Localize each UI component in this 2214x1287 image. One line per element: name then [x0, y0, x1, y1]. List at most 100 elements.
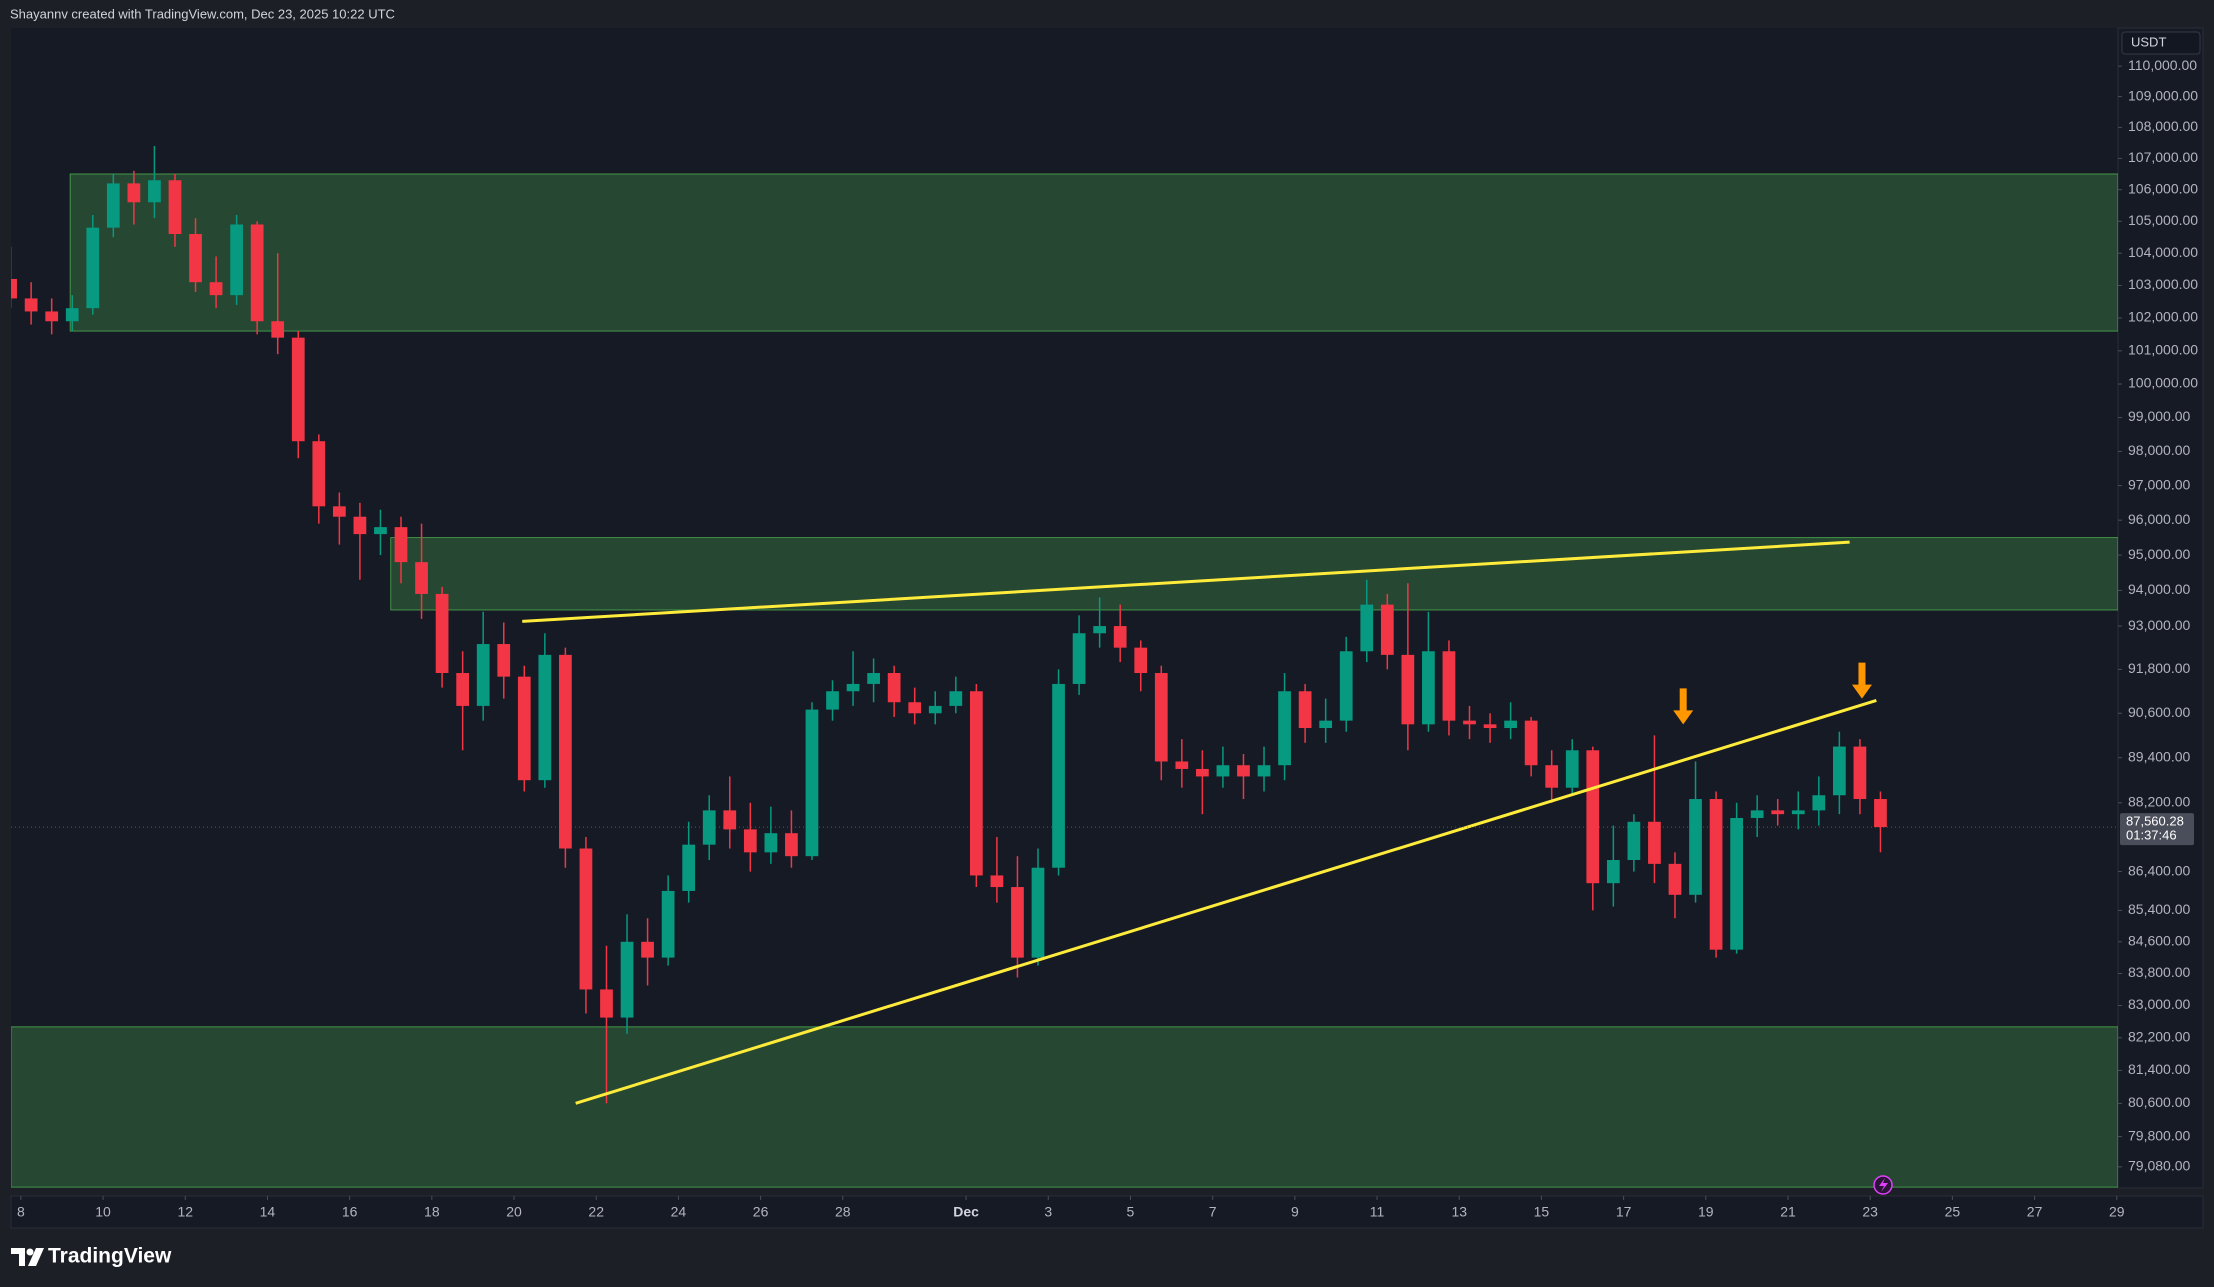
candle-body: [846, 683, 860, 692]
candle-body: [1401, 654, 1415, 725]
candle-body: [1237, 765, 1250, 777]
x-tick-label: 26: [753, 1204, 769, 1220]
y-tick-label: 81,400.00: [2128, 1061, 2190, 1077]
countdown-label: 01:37:46: [2126, 828, 2177, 843]
candle-body: [743, 829, 757, 853]
candle-body: [353, 516, 367, 535]
candle-body: [1689, 799, 1702, 895]
zones: [11, 173, 2118, 1188]
y-tick-label: 91,800.00: [2128, 660, 2190, 676]
candle-body: [805, 709, 819, 857]
alert-bolt: [1879, 1178, 1888, 1192]
candle-body: [189, 234, 202, 283]
x-tick-label: 10: [95, 1204, 111, 1220]
currency-box: [2121, 31, 2201, 55]
candle-body: [559, 654, 572, 849]
arrow: [1673, 688, 1694, 725]
candle-body: [209, 282, 223, 296]
logo-part: [28, 1248, 44, 1266]
candle-body: [1380, 604, 1394, 655]
y-tick-label: 103,000.00: [2128, 276, 2198, 292]
candle-body: [1791, 810, 1805, 815]
last-price-box: [2120, 813, 2194, 846]
candle-body: [1442, 651, 1456, 721]
y-tick-label: 107,000.00: [2128, 149, 2198, 165]
axes: 110,000.00 109,000.00 108,000.00 107,000.00…: [11, 57, 2198, 1220]
candle-body: [415, 562, 428, 594]
x-tick-label: 21: [1780, 1204, 1796, 1220]
y-tick-label: 83,800.00: [2128, 964, 2190, 980]
candle-body: [661, 890, 675, 958]
candle-body: [1011, 887, 1024, 958]
candle-body: [394, 527, 408, 563]
candle-body: [1750, 810, 1764, 818]
logo-part: [11, 1248, 25, 1266]
y-tick-label: 90,600.00: [2128, 704, 2190, 720]
candle-body: [291, 337, 305, 442]
x-tick-label: 23: [1862, 1204, 1878, 1220]
x-tick-label: 9: [1291, 1204, 1299, 1220]
candle-body: [127, 183, 141, 203]
candle-body: [250, 224, 264, 322]
candle-body: [456, 673, 470, 706]
y-tick-label: 85,400.00: [2128, 901, 2190, 917]
y-tick-label: 84,600.00: [2128, 933, 2190, 949]
logo-part: [26, 1248, 34, 1256]
candle-body: [1812, 795, 1826, 811]
candle-body: [620, 941, 634, 1018]
candle-body: [106, 183, 120, 228]
x-tick-label: 15: [1534, 1204, 1550, 1220]
candle-body: [45, 311, 59, 322]
candle-body: [1031, 867, 1045, 958]
candle-body: [990, 875, 1004, 888]
candle-body: [1319, 720, 1333, 729]
x-tick-label: Dec: [953, 1204, 979, 1220]
candle-body: [497, 644, 511, 677]
zone: [69, 173, 2118, 332]
candle-body: [168, 180, 182, 235]
x-tick-label: 16: [342, 1204, 358, 1220]
x-tick-label: 11: [1370, 1204, 1385, 1220]
x-tick-label: 29: [2109, 1204, 2125, 1220]
candle-body: [86, 227, 100, 309]
candle-body: [230, 224, 243, 296]
y-tick-label: 80,600.00: [2128, 1094, 2190, 1110]
x-tick-label: 24: [671, 1204, 687, 1220]
time-axis: [10, 1195, 2204, 1229]
candle-body: [600, 989, 613, 1018]
candle-body: [1524, 720, 1538, 766]
candle-body: [11, 278, 17, 299]
candle-body: [332, 506, 346, 517]
candle-body: [1113, 626, 1127, 648]
brand-logo: [11, 1248, 44, 1266]
candle-body: [148, 180, 161, 203]
candles: [11, 145, 1887, 1104]
candle-body: [579, 848, 593, 990]
trendline: [575, 698, 1877, 1105]
candle-body: [24, 298, 38, 312]
x-tick-label: 28: [835, 1204, 851, 1220]
price-axis: [2117, 27, 2204, 1189]
x-tick-label: 12: [177, 1204, 193, 1220]
header-text: Shayannv created with TradingView.com, D…: [10, 6, 395, 21]
y-tick-label: 106,000.00: [2128, 180, 2198, 196]
candle-body: [1298, 691, 1312, 729]
candle-body: [1853, 746, 1867, 800]
candle-body: [435, 593, 449, 674]
candle-body: [1339, 651, 1353, 721]
candle-body: [1134, 647, 1148, 674]
y-tick-label: 110,000.00: [2128, 57, 2197, 73]
candle-body: [702, 810, 716, 845]
candle-body: [928, 705, 942, 714]
candle-body: [1565, 750, 1579, 788]
x-tick-label: 13: [1451, 1204, 1467, 1220]
candle-body: [538, 654, 552, 781]
x-tick-label: 8: [17, 1204, 25, 1220]
arrow: [1851, 662, 1872, 699]
y-tick-label: 95,000.00: [2128, 546, 2190, 562]
candle-body: [1627, 821, 1641, 861]
y-tick-label: 94,000.00: [2128, 581, 2190, 597]
candle-body: [1504, 720, 1517, 729]
